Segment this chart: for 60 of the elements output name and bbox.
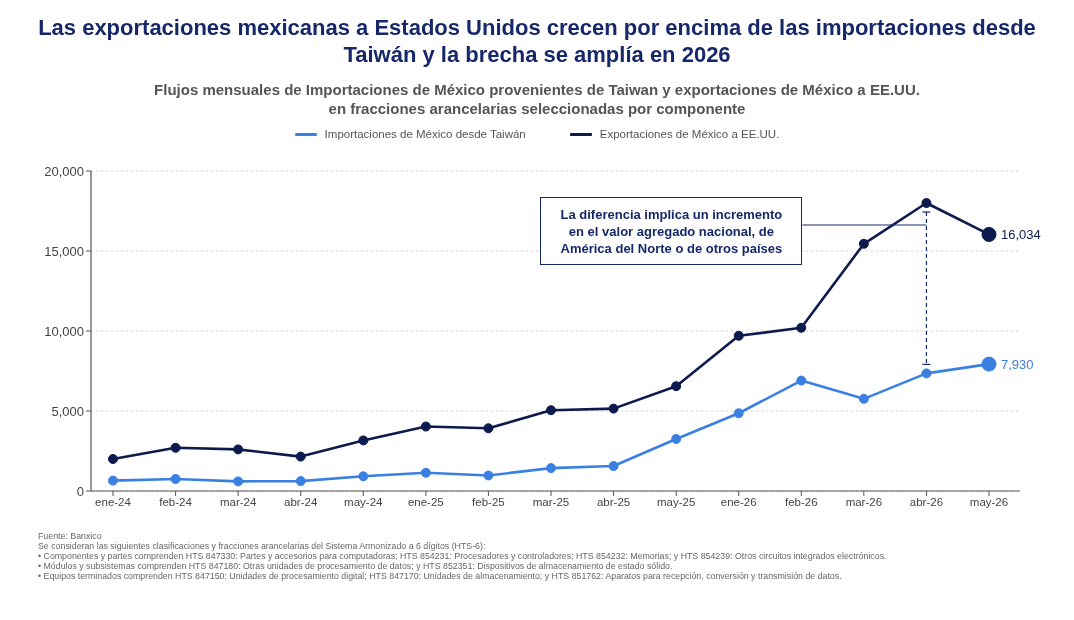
chart-subtitle: Flujos mensuales de Importaciones de México provenientes de Taiwan y exportaciones de México a EE.UU. en fracciones arancelarias seleccionadas por componente (153, 80, 921, 118)
point (358, 471, 369, 482)
legend-label: Exportaciones de México a EE.UU. (599, 128, 780, 140)
text: • Componentes y partes comprenden HTS 847330: Partes y accesorios para computadoras; HTS 854231: Procesadores y controladores; HTS 854232: Memorias; y HTS 854239: Otros circuitos integrados electrónicos. (38, 551, 887, 561)
x-tick-label: may-24 (344, 496, 384, 509)
x-tick-label: feb-25 (472, 496, 505, 509)
point (108, 475, 118, 486)
text: • Módulos y subsistemas comprenden HTS 847180: Otras unidades de procesamiento de datos; y HTS 852351: Dispositivos de almacenamiento de estado sólido. (38, 561, 674, 571)
point (420, 421, 431, 432)
annotation: La diferencia implica un incremento en el valor agregado nacional, de América del Norte o de otros países (540, 197, 803, 265)
text: Se consideran las siguientes clasificaciones y fracciones arancelarias del Sistema Armonizado a 6 dígitos (HTS-6): (38, 541, 487, 551)
data-label: 16,034 (1001, 227, 1041, 243)
y-tick-label: 10,000 (44, 323, 84, 339)
x-tick-label: mar-26 (845, 496, 883, 509)
y-tick-label: 20,000 (44, 163, 84, 179)
x-tick-label: may-26 (969, 496, 1009, 509)
y-tick-label: 15,000 (44, 243, 84, 259)
point (170, 474, 181, 484)
x-tick-label: ene-25 (407, 496, 444, 509)
source-note: Fuente: Banxico (38, 531, 103, 541)
point (921, 368, 932, 379)
point (358, 435, 369, 446)
point (108, 454, 118, 464)
x-tick-label: abr-25 (596, 496, 631, 509)
chart-title: Las exportaciones mexicanas a Estados Unidos crecen por encima de las importaciones desde Taiwán y la brecha se amplía en 2026 (37, 14, 1037, 68)
x-tick-label: mar-25 (532, 496, 570, 509)
point (546, 463, 556, 474)
point (420, 467, 431, 478)
point (858, 393, 869, 404)
point (546, 405, 556, 416)
point (671, 381, 682, 392)
legend-label: Importaciones de México desde Taiwán (324, 128, 526, 140)
point (733, 408, 744, 419)
x-tick-label: abr-24 (284, 496, 318, 509)
x-tick-label: mar-24 (219, 496, 257, 509)
y-tick-label: 5,000 (51, 403, 84, 419)
point (733, 330, 744, 341)
point (921, 198, 932, 208)
x-tick-label: may-25 (656, 496, 696, 509)
point (295, 451, 306, 462)
data-label: 7,930 (1001, 357, 1034, 373)
point (608, 403, 619, 414)
point (796, 322, 807, 333)
point (483, 423, 494, 434)
x-tick-label: ene-26 (720, 496, 757, 509)
point (858, 238, 869, 249)
point (233, 444, 244, 455)
point (170, 442, 181, 453)
x-tick-label: feb-26 (784, 496, 818, 509)
x-tick-label: abr-26 (909, 496, 944, 509)
point (671, 434, 682, 444)
text: • Equipos terminados comprenden HTS 847150: Unidades de procesamiento digital; HTS 847170: Unidades de almacenamiento; y HTS 851762: Aparatos para recepción, conversión y transmisión de datos. (38, 571, 843, 581)
x-tick-label: ene-24 (95, 496, 132, 509)
point (483, 470, 494, 481)
point (295, 476, 306, 487)
y-tick-label: 0 (76, 483, 84, 499)
x-tick-label: feb-24 (159, 496, 193, 509)
point (796, 375, 807, 386)
point (608, 461, 619, 472)
point (233, 476, 244, 487)
